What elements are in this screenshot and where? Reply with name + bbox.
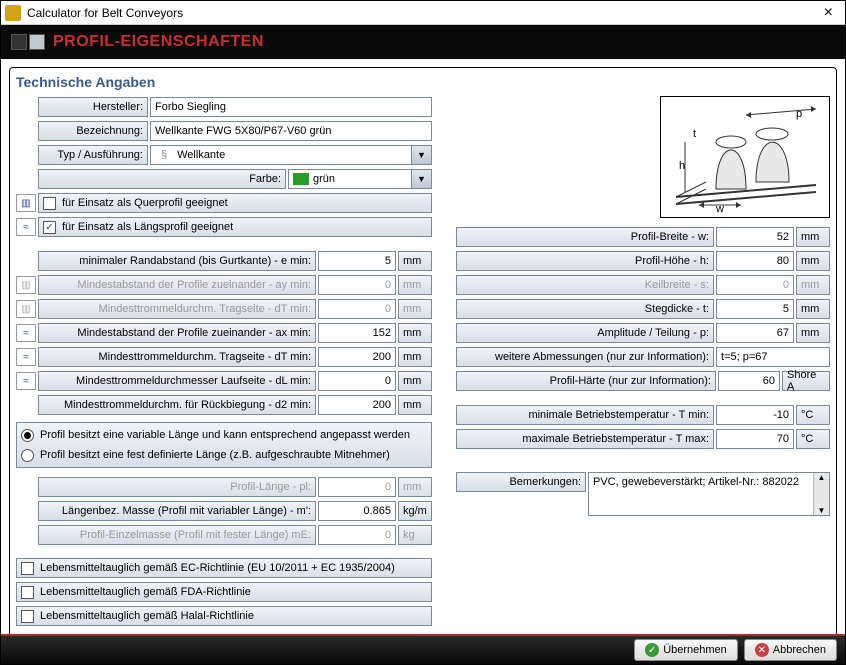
dlmin-field[interactable]: 0 (318, 371, 396, 391)
color-swatch (293, 173, 309, 185)
einzel-field: 0 (318, 525, 396, 545)
checkbox[interactable] (43, 197, 56, 210)
check-icon: ✓ (645, 643, 659, 657)
header-title: PROFIL-EIGENSCHAFTEN (53, 33, 264, 51)
cancel-icon: ✕ (755, 643, 769, 657)
panel-title: Technische Angaben (16, 74, 830, 90)
food-ec-check[interactable]: Lebensmitteltauglich gemäß EC-Richtlinie… (16, 558, 432, 578)
dlmin-label: Mindesttrommeldurchmesser Laufseite - dL… (38, 371, 316, 391)
svg-text:h: h (679, 160, 685, 172)
dtmin2-label: Mindesttrommeldurchm. Tragseite - dT min… (38, 347, 316, 367)
tmin-field[interactable]: -10 (716, 405, 794, 425)
app-icon (5, 5, 21, 21)
nav-icon-1[interactable] (11, 34, 27, 50)
tmin-label: minimale Betriebstemperatur - T min: (456, 405, 714, 425)
s-field: 0 (716, 275, 794, 295)
farbe-select[interactable]: grün ▼ (288, 169, 432, 189)
bezeichnung-label: Bezeichnung: (38, 121, 148, 141)
food-fda-check[interactable]: Lebensmitteltauglich gemäß FDA-Richtlini… (16, 582, 432, 602)
aymin-label: Mindestabstand der Profile zueinander - … (38, 275, 316, 295)
bem-textarea[interactable]: PVC, gewebeverstärkt; Artikel-Nr.: 88202… (588, 472, 830, 516)
long-profile-icon: ≈ (16, 218, 36, 236)
t-field[interactable]: 5 (716, 299, 794, 319)
cross-profile-icon: ▥ (16, 194, 36, 212)
dtmin1-field: 0 (318, 299, 396, 319)
radio[interactable] (21, 449, 34, 462)
einzel-label: Profil-Einzelmasse (Profil mit fester Lä… (38, 525, 316, 545)
typ-label: Typ / Ausführung: (38, 145, 148, 165)
d2min-label: Mindesttrommeldurchm. für Rückbiegung - … (38, 395, 316, 415)
nav-icon-2[interactable] (29, 34, 45, 50)
bem-label: Bemerkungen: (456, 472, 586, 492)
header-band: PROFIL-EIGENSCHAFTEN (1, 25, 845, 59)
window-title: Calculator for Belt Conveyors (27, 6, 816, 20)
h-field[interactable]: 80 (716, 251, 794, 271)
haerte-field[interactable]: 60 (718, 371, 780, 391)
svg-text:t: t (693, 128, 696, 140)
dtmin2-field[interactable]: 200 (318, 347, 396, 367)
quer-check-row[interactable]: für Einsatz als Querprofil geeignet (38, 193, 432, 213)
w-label: Profil-Breite - w: (456, 227, 714, 247)
footer: ✓ Übernehmen ✕ Abbrechen (1, 634, 845, 664)
titlebar: Calculator for Belt Conveyors × (1, 1, 845, 25)
masse-field[interactable]: 0.865 (318, 501, 396, 521)
masse-label: Längenbez. Masse (Profil mit variabler L… (38, 501, 316, 521)
profile-icon: ≈ (16, 348, 36, 366)
info-label: weitere Abmessungen (nur zur Information… (456, 347, 714, 367)
tmax-label: maximale Betriebstemperatur - T max: (456, 429, 714, 449)
pl-field: 0 (318, 477, 396, 497)
checkbox[interactable] (21, 610, 34, 623)
tmax-field[interactable]: 70 (716, 429, 794, 449)
aymin-field: 0 (318, 275, 396, 295)
cancel-button[interactable]: ✕ Abbrechen (744, 639, 837, 661)
profile-icon: ▥ (16, 276, 36, 294)
hersteller-label: Hersteller: (38, 97, 148, 117)
w-field[interactable]: 52 (716, 227, 794, 247)
profile-icon: ▥ (16, 300, 36, 318)
pl-label: Profil-Länge - pl: (38, 477, 316, 497)
info-field[interactable]: t=5; p=67 (716, 347, 830, 367)
hersteller-field[interactable]: Forbo Siegling (150, 97, 432, 117)
radio-fixed-length[interactable]: Profil besitzt eine fest definierte Läng… (21, 445, 427, 465)
close-icon[interactable]: × (816, 4, 841, 22)
profile-icon: ≈ (16, 372, 36, 390)
ok-button[interactable]: ✓ Übernehmen (634, 639, 738, 661)
checkbox[interactable] (21, 562, 34, 575)
typ-select[interactable]: § Wellkante ▼ (150, 145, 432, 165)
radio-variable-length[interactable]: Profil besitzt eine variable Länge und k… (21, 425, 427, 445)
checkbox[interactable]: ✓ (43, 221, 56, 234)
radio[interactable] (21, 429, 34, 442)
emin-field[interactable]: 5 (318, 251, 396, 271)
profile-icon: ≈ (16, 324, 36, 342)
s-label: Keilbreite - s: (456, 275, 714, 295)
h-label: Profil-Höhe - h: (456, 251, 714, 271)
unit-mm: mm (398, 251, 432, 271)
haerte-label: Profil-Härte (nur zur Information): (456, 371, 716, 391)
farbe-label: Farbe: (38, 169, 286, 189)
chevron-down-icon: ▼ (411, 146, 431, 164)
food-halal-check[interactable]: Lebensmitteltauglich gemäß Halal-Richtli… (16, 606, 432, 626)
d2min-field[interactable]: 200 (318, 395, 396, 415)
axmin-label: Mindestabstand der Profile zueinander - … (38, 323, 316, 343)
axmin-field[interactable]: 152 (318, 323, 396, 343)
bezeichnung-field[interactable]: Wellkante FWG 5X80/P67-V60 grün (150, 121, 432, 141)
profile-diagram: p t h w (660, 96, 830, 218)
scrollbar[interactable]: ▲▼ (813, 473, 829, 515)
emin-label: minimaler Randabstand (bis Gurtkante) - … (38, 251, 316, 271)
p-label: Amplitude / Teilung - p: (456, 323, 714, 343)
p-field[interactable]: 67 (716, 323, 794, 343)
chevron-down-icon: ▼ (411, 170, 431, 188)
laengs-check-row[interactable]: ✓ für Einsatz als Längsprofil geeignet (38, 217, 432, 237)
dtmin1-label: Mindesttrommeldurchm. Tragseite - dT min… (38, 299, 316, 319)
checkbox[interactable] (21, 586, 34, 599)
t-label: Stegdicke - t: (456, 299, 714, 319)
